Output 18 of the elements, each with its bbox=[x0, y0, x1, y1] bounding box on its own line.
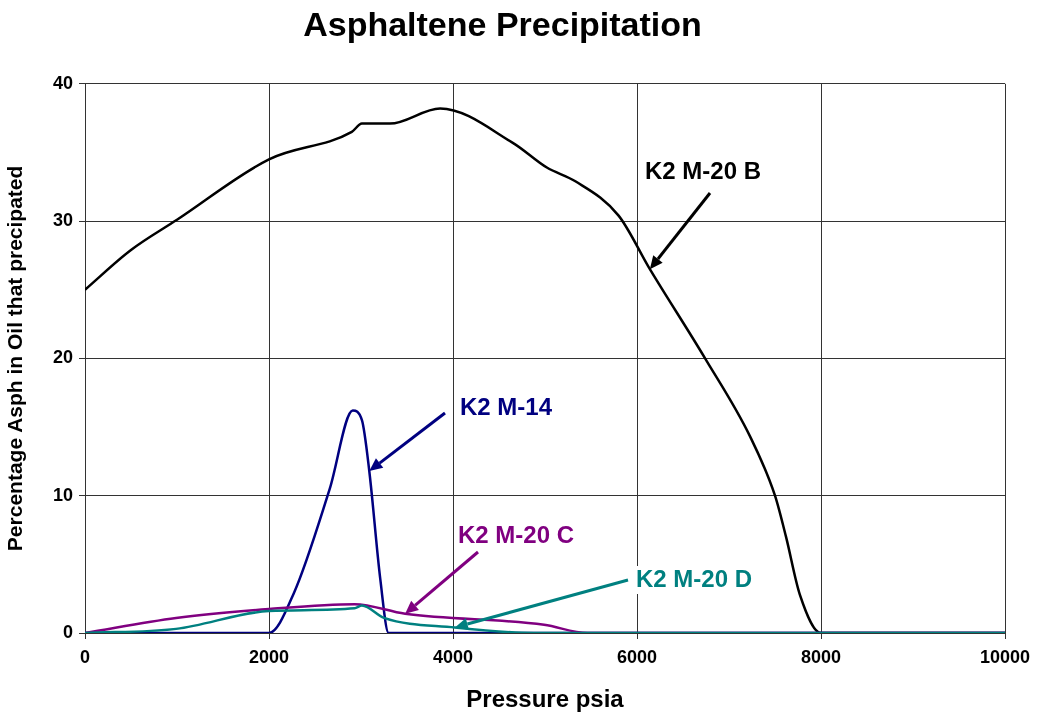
x-tick-label: 6000 bbox=[616, 646, 658, 667]
y-axis-title: Percentage Asph in Oil that precipated bbox=[3, 165, 27, 552]
y-tick-label: 30 bbox=[52, 210, 73, 231]
series-label: K2 M-20 B bbox=[645, 156, 762, 184]
series-label: K2 M-20 D bbox=[636, 564, 753, 592]
text: K2 M-20 C bbox=[458, 520, 575, 548]
text: K2 M-14 bbox=[460, 392, 553, 420]
chart-title: Asphaltene Precipitation bbox=[303, 4, 702, 43]
x-tick-label: 0 bbox=[79, 646, 91, 667]
y-tick-label: 0 bbox=[62, 621, 73, 642]
x-tick-label: 4000 bbox=[432, 646, 474, 667]
x-axis-title: Pressure psia bbox=[466, 685, 625, 713]
x-tick-label: 8000 bbox=[800, 646, 842, 667]
y-tick-label: 10 bbox=[52, 484, 73, 505]
x-tick-label: 10000 bbox=[979, 646, 1031, 667]
y-tick-label: 40 bbox=[52, 72, 73, 93]
y-tick-label: 20 bbox=[52, 347, 73, 368]
x-tick-label: 2000 bbox=[248, 646, 290, 667]
